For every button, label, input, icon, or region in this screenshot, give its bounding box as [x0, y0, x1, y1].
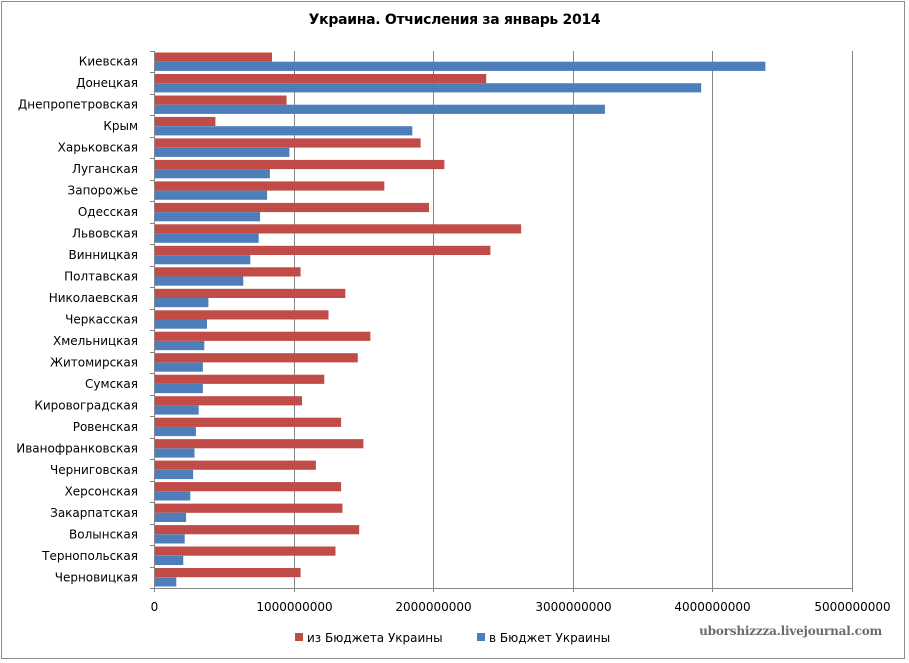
bar-to-budget — [155, 276, 244, 286]
category-label: Сумская — [85, 377, 138, 391]
category-label: Луганская — [72, 162, 138, 176]
bar-from-budget — [155, 331, 371, 341]
legend-label-series-0: из Бюджета Украины — [307, 631, 443, 645]
bar-from-budget — [155, 439, 364, 449]
bar-from-budget — [155, 396, 302, 406]
bar-from-budget — [155, 52, 272, 62]
bar-to-budget — [155, 405, 199, 415]
x-tick-label: 3000000000 — [535, 600, 611, 614]
bar-to-budget — [155, 362, 203, 372]
bar-from-budget — [155, 95, 287, 105]
category-label: Винницкая — [68, 248, 138, 262]
category-label: Херсонская — [65, 484, 138, 498]
axes — [150, 51, 853, 592]
bar-from-budget — [155, 74, 487, 84]
category-label: Ровенская — [73, 420, 138, 434]
category-label: Черниговская — [50, 463, 138, 477]
bar-from-budget — [155, 482, 342, 492]
bar-to-budget — [155, 298, 209, 308]
bar-to-budget — [155, 512, 187, 522]
bar-from-budget — [155, 546, 336, 556]
category-label: Харьковская — [58, 141, 138, 155]
bar-from-budget — [155, 138, 421, 148]
bar-to-budget — [155, 319, 207, 329]
bar-to-budget — [155, 341, 205, 351]
watermark: uborshizzza.livejournal.com — [699, 624, 882, 638]
bar-to-budget — [155, 212, 261, 222]
legend-label-series-1: в Бюджет Украины — [489, 631, 610, 645]
bar-to-budget — [155, 169, 270, 179]
category-label: Иванофранковская — [16, 441, 138, 455]
category-label: Киевская — [79, 55, 138, 69]
category-labels: Киевская Донецкая Днепропетровская Крым Харь… — [16, 55, 138, 585]
bar-to-budget — [155, 383, 203, 394]
x-tick-labels: 0 1000000000 2000000000 3000000000 400000000… — [151, 600, 891, 614]
bar-from-budget — [155, 310, 329, 320]
bar-to-budget — [155, 469, 194, 480]
x-tick-label: 2000000000 — [395, 600, 471, 614]
bar-to-budget — [155, 190, 268, 200]
category-label: Хмельницкая — [53, 334, 138, 348]
bar-from-budget — [155, 417, 342, 427]
bar-to-budget — [155, 491, 191, 501]
category-label: Черновицкая — [55, 570, 138, 584]
bar-from-budget — [155, 353, 358, 363]
bar-to-budget — [155, 555, 184, 565]
bar-from-budget — [155, 181, 385, 191]
bar-from-budget — [155, 460, 316, 470]
bar-to-budget — [155, 534, 185, 544]
category-label: Днепропетровская — [18, 98, 138, 112]
x-tick-label: 5000000000 — [814, 600, 890, 614]
category-label: Донецкая — [76, 76, 138, 90]
bar-to-budget — [155, 233, 259, 243]
bar-from-budget — [155, 267, 301, 277]
x-tick-label: 0 — [151, 600, 159, 614]
bar-from-budget — [155, 568, 301, 578]
bar-to-budget — [155, 147, 290, 157]
bar-from-budget — [155, 503, 343, 513]
bar-from-budget — [155, 288, 346, 298]
bar-to-budget — [155, 61, 766, 71]
bar-from-budget — [155, 159, 445, 170]
category-label: Кировоградская — [34, 398, 138, 412]
bar-to-budget — [155, 126, 413, 136]
bar-from-budget — [155, 224, 522, 234]
bar-to-budget — [155, 104, 605, 114]
bars — [155, 52, 766, 587]
bar-from-budget — [155, 116, 216, 127]
bar-to-budget — [155, 83, 702, 93]
category-label: Николаевская — [49, 291, 138, 305]
bar-from-budget — [155, 525, 360, 535]
legend-swatch-series-1 — [477, 633, 485, 641]
category-label: Житомирская — [50, 356, 138, 370]
bar-to-budget — [155, 448, 195, 458]
bar-from-budget — [155, 245, 491, 255]
category-label: Черкасская — [65, 313, 138, 327]
category-label: Львовская — [72, 227, 138, 241]
bar-from-budget — [155, 202, 429, 213]
category-label: Одесская — [78, 205, 138, 219]
category-label: Закарпатская — [50, 506, 138, 520]
category-label: Волынская — [69, 527, 138, 541]
bar-to-budget — [155, 577, 177, 587]
category-label: Полтавская — [64, 270, 138, 284]
chart-title: Украина. Отчисления за январь 2014 — [308, 12, 601, 28]
bar-to-budget — [155, 426, 196, 437]
category-label: Запорожье — [68, 184, 138, 198]
category-label: Крым — [103, 119, 138, 133]
x-tick-label: 1000000000 — [256, 600, 332, 614]
legend: из Бюджета Украины в Бюджет Украины — [295, 631, 610, 645]
x-tick-label: 4000000000 — [674, 600, 750, 614]
bar-to-budget — [155, 255, 251, 265]
legend-swatch-series-0 — [295, 633, 303, 641]
category-label: Тернопольская — [41, 549, 138, 563]
bar-from-budget — [155, 374, 325, 384]
